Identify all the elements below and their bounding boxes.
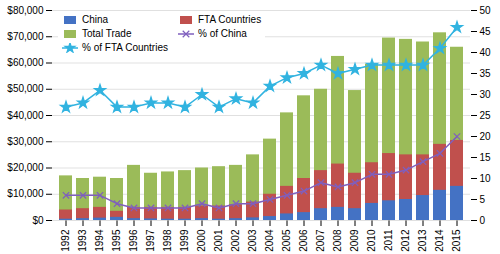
svg-text:2000: 2000 — [196, 229, 207, 252]
svg-text:2009: 2009 — [349, 229, 360, 252]
svg-text:2007: 2007 — [315, 229, 326, 252]
html-text:China: China — [82, 14, 109, 25]
svg-text:10: 10 — [480, 173, 492, 184]
svg-text:1998: 1998 — [162, 229, 173, 252]
svg-text:$80,000: $80,000 — [7, 5, 44, 16]
svg-text:$50,000: $50,000 — [7, 83, 44, 94]
svg-text:$40,000: $40,000 — [7, 110, 44, 121]
svg-text:$20,000: $20,000 — [7, 162, 44, 173]
svg-text:1995: 1995 — [111, 229, 122, 252]
svg-text:2006: 2006 — [298, 229, 309, 252]
svg-text:2005: 2005 — [281, 229, 292, 252]
svg-text:2015: 2015 — [451, 229, 462, 252]
svg-text:0: 0 — [480, 215, 486, 226]
svg-text:$0: $0 — [32, 215, 44, 226]
html-text:FTA Countries: FTA Countries — [198, 14, 262, 25]
html-text:Total Trade: Total Trade — [82, 28, 132, 39]
svg-text:35: 35 — [480, 68, 492, 79]
svg-text:$60,000: $60,000 — [7, 57, 44, 68]
html-text:% of China: % of China — [198, 28, 247, 39]
svg-text:$10,000: $10,000 — [7, 188, 44, 199]
svg-text:1992: 1992 — [60, 229, 71, 252]
svg-text:2003: 2003 — [247, 229, 258, 252]
svg-text:2004: 2004 — [264, 229, 275, 252]
svg-text:2014: 2014 — [434, 229, 445, 252]
svg-text:45: 45 — [480, 26, 492, 37]
svg-text:2011: 2011 — [383, 229, 394, 251]
svg-text:20: 20 — [480, 131, 492, 142]
svg-text:5: 5 — [480, 194, 486, 205]
html-text:% of FTA Countries: % of FTA Countries — [82, 42, 168, 53]
svg-text:2012: 2012 — [400, 229, 411, 252]
svg-text:40: 40 — [480, 47, 492, 58]
svg-text:50: 50 — [480, 5, 492, 16]
svg-text:25: 25 — [480, 110, 492, 121]
svg-text:1999: 1999 — [179, 229, 190, 252]
svg-text:2001: 2001 — [213, 229, 224, 252]
svg-text:2008: 2008 — [332, 229, 343, 252]
svg-text:15: 15 — [480, 152, 492, 163]
svg-text:$70,000: $70,000 — [7, 31, 44, 42]
svg-text:1996: 1996 — [128, 229, 139, 252]
svg-text:$30,000: $30,000 — [7, 136, 44, 147]
svg-text:1993: 1993 — [77, 229, 88, 252]
svg-text:1997: 1997 — [145, 229, 156, 252]
svg-text:30: 30 — [480, 89, 492, 100]
svg-text:2013: 2013 — [417, 229, 428, 252]
svg-text:1994: 1994 — [94, 229, 105, 252]
svg-text:2002: 2002 — [230, 229, 241, 252]
svg-text:2010: 2010 — [366, 229, 377, 252]
